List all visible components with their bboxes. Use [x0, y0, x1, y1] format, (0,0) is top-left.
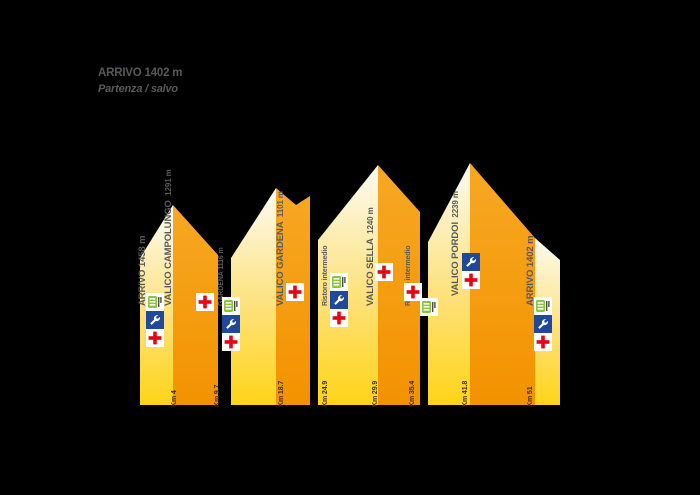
point-elevation-text: 1291 m: [164, 169, 173, 196]
ascent-segment-2: [231, 188, 276, 405]
point-label-valico-pordoi: VALICO PORDOI 2239 m: [445, 191, 463, 296]
medical-aid-icon: [462, 271, 480, 289]
medical-aid-icon: [286, 283, 304, 301]
point-elevation-text: 1101 m: [276, 191, 285, 218]
descent-segment-3: [378, 165, 420, 405]
food-ristoro-icon: [420, 298, 438, 316]
food-ristoro-icon: [146, 293, 164, 311]
point-label-text: VALICO GARDENA: [275, 221, 286, 306]
km-marker-51: Km 51: [527, 386, 534, 407]
medical-aid-icon: [375, 263, 393, 281]
mechanical-assistance-icon: [330, 291, 348, 309]
food-ristoro-icon: [330, 273, 348, 291]
mechanical-assistance-icon: [462, 253, 480, 271]
food-ristoro-icon: [222, 297, 240, 315]
km-marker-41-8: Km 41.8: [462, 380, 469, 407]
page-subtitle: Partenza / salvo: [98, 83, 178, 95]
point-elevation-text: 2239 m: [451, 191, 460, 218]
point-label-arrivo-1402: ARRIVO 1402 m: [520, 235, 538, 306]
descent-segment-4: [470, 163, 535, 405]
page-title: ARRIVO 1402 m: [98, 67, 183, 79]
medical-aid-icon: [146, 329, 164, 347]
km-marker-24-9: Km 24.9: [322, 380, 329, 407]
ascent-segment-4: [428, 163, 470, 405]
mechanical-assistance-icon: [222, 315, 240, 333]
km-marker-4: Km 4: [171, 390, 178, 407]
point-label-text: Ristoro intermedio: [322, 245, 329, 306]
medical-aid-icon: [196, 293, 214, 311]
page-title-block: ARRIVO 1402 m Partenza / salvo: [98, 66, 183, 96]
ascent-segment-3: [318, 165, 378, 405]
medical-aid-icon: [404, 283, 422, 301]
point-label-text: ARRIVO 1402 m: [525, 235, 536, 306]
medical-aid-icon: [222, 333, 240, 351]
km-marker-29-9: Km 29.9: [372, 380, 379, 407]
point-elevation-text: 1240 m: [366, 207, 375, 234]
point-label-text: VALICO PORDOI: [450, 222, 461, 296]
point-label-text: VALICO CAMPOLUNGO: [163, 200, 174, 306]
km-marker-9-7: Km 9.7: [214, 384, 221, 407]
elevation-profile-chart: [140, 150, 560, 405]
mechanical-assistance-icon: [534, 315, 552, 333]
km-marker-35-4: Km 35.4: [409, 380, 416, 407]
food-ristoro-icon: [534, 297, 552, 315]
descent-segment-1: [173, 205, 218, 405]
mechanical-assistance-icon: [146, 311, 164, 329]
medical-aid-icon: [534, 333, 552, 351]
point-label-valico-campolungo: VALICO CAMPOLUNGO 1291 m: [158, 169, 176, 306]
km-marker-18-7: Km 18.7: [278, 380, 285, 407]
point-label-valico-sella: VALICO SELLA 1240 m: [360, 207, 378, 306]
medical-aid-icon: [330, 309, 348, 327]
